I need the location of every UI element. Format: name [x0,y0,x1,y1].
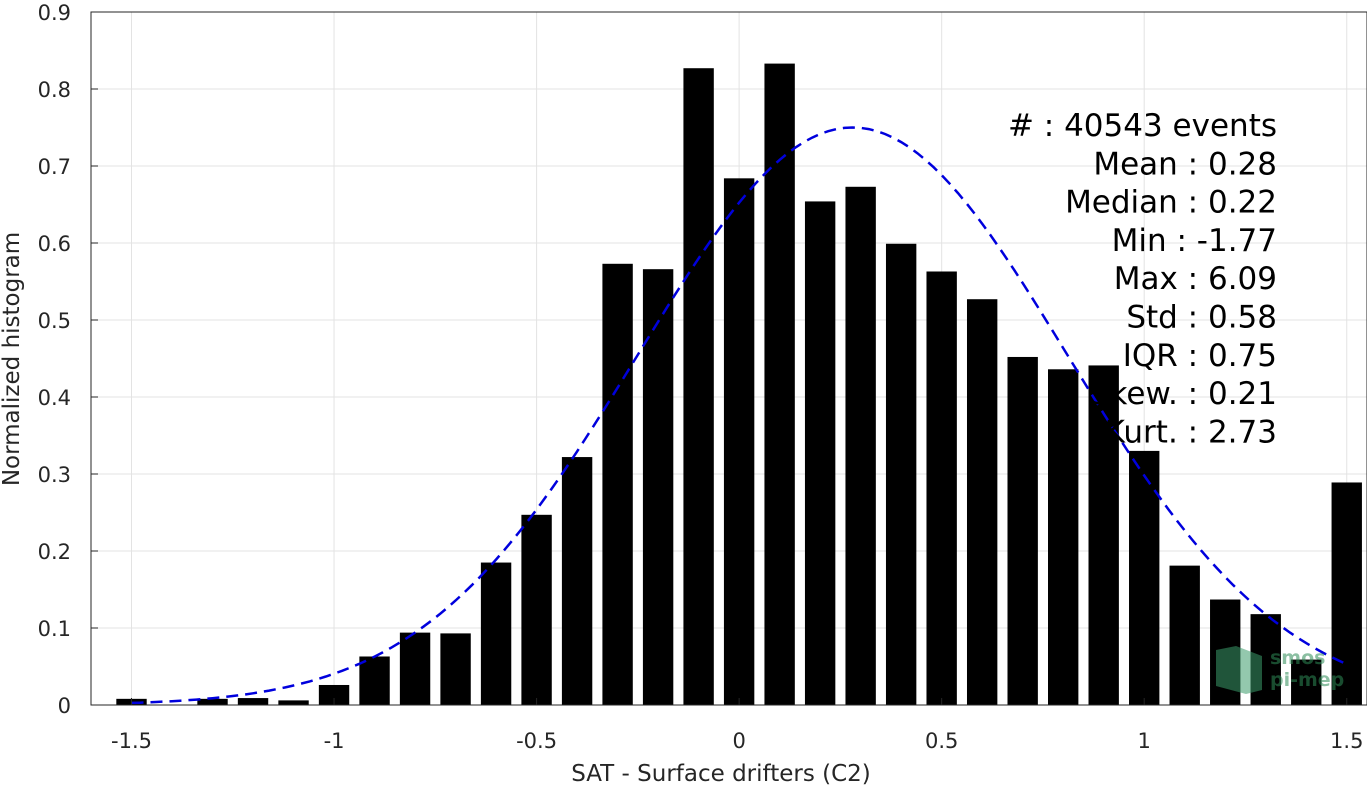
histogram-bar [642,269,674,705]
histogram-bar [1129,450,1160,705]
x-tick-label: -1.5 [111,729,152,753]
x-axis-label: SAT - Surface drifters (C2) [571,761,871,785]
x-tick-label: 1.5 [1330,729,1363,753]
y-tick-label: 0.7 [38,155,71,179]
logo-text: pi-mep [1270,669,1344,691]
histogram-bars [116,63,1362,706]
y-axis-ticks: 0 0.1 0.2 0.3 0.4 0.5 0.6 0.7 0.8 0.9 [38,1,98,718]
y-tick-label: 0.5 [38,309,71,333]
histogram-bar [440,633,471,705]
y-tick-label: 0.3 [38,463,71,487]
histogram-bar [845,186,876,706]
histogram-bar [1291,659,1322,705]
histogram-bar [723,178,755,705]
y-tick-label: 0.2 [38,540,71,564]
histogram-bar [318,684,350,705]
logo-text: smos [1270,647,1325,669]
x-tick-label: 0 [732,729,745,753]
stat-line: Max : 6.09 [1114,261,1277,297]
y-tick-label: 0 [58,694,71,718]
histogram-bar [1048,369,1079,705]
stat-line: Mean : 0.28 [1093,146,1277,182]
stat-line: Std : 0.58 [1126,300,1277,336]
y-tick-label: 0.8 [38,78,71,102]
histogram-bar [683,68,714,705]
y-tick-label: 0.6 [38,232,71,256]
histogram-bar [278,700,309,705]
x-tick-label: -0.5 [516,729,557,753]
stat-line: IQR : 0.75 [1123,338,1277,374]
histogram-bar [521,514,552,705]
x-tick-label: -1 [324,729,345,753]
y-axis-label: Normalized histogram [0,232,25,486]
stat-line: Skew. : 0.21 [1090,376,1277,412]
y-tick-label: 0.4 [38,386,71,410]
x-axis-ticks: -1.5 -1 -0.5 0 0.5 1 1.5 [111,698,1363,753]
stat-line: Median : 0.22 [1065,185,1277,221]
histogram-bar [1331,482,1362,705]
histogram-bar [966,299,998,705]
histogram-bar [1007,356,1038,705]
histogram-bar [480,562,512,705]
logo-cube-icon [1216,646,1262,694]
histogram-bar [359,656,390,705]
stat-line: Kurt. : 2.73 [1105,414,1277,450]
x-tick-label: 0.5 [925,729,958,753]
histogram-bar [1088,365,1119,705]
y-tick-label: 0.9 [38,1,71,25]
histogram-bar [1169,565,1200,705]
histogram-bar [885,243,917,705]
histogram-bar [237,698,269,705]
histogram-bar [602,263,633,705]
histogram-bar [399,632,431,705]
histogram-bar [197,698,228,705]
x-tick-label: 1 [1138,729,1151,753]
gaussian-fit-curve [131,126,1348,705]
stat-line: Min : -1.77 [1112,223,1277,259]
y-tick-label: 0.1 [38,617,71,641]
histogram-bar [926,271,957,705]
histogram-bar [561,457,593,705]
histogram-bar [804,201,836,706]
plot-frame [90,11,1367,706]
stat-line: # : 40543 events [1008,108,1277,144]
